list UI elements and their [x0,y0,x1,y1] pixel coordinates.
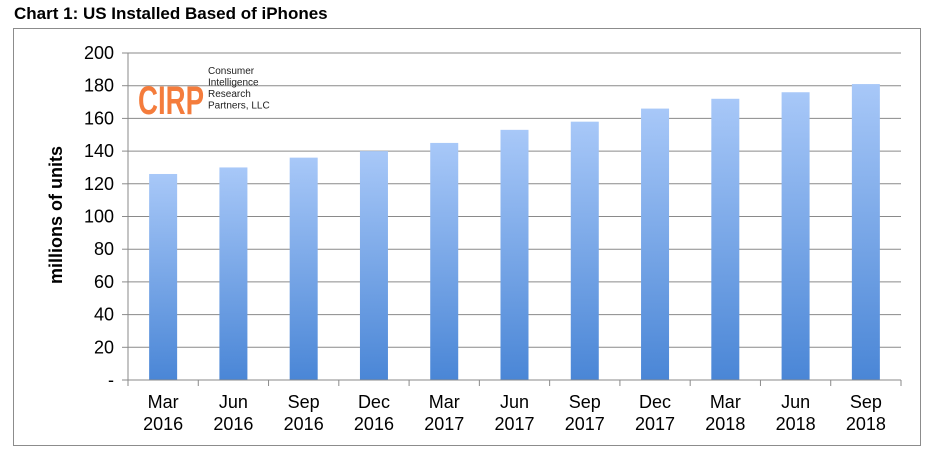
y-tick-label: 200 [84,43,114,63]
x-tick-label-year: 2017 [494,414,534,434]
bar [430,142,459,380]
y-tick-label: 120 [84,174,114,194]
x-tick-label-month: Dec [358,392,390,412]
axes [127,53,901,381]
bar [851,84,880,380]
tick-labels: -20406080100120140160180200Mar2016Jun201… [84,43,886,434]
chart-frame [13,28,921,446]
bar [289,157,318,380]
logo-text-line: Partners, LLC [208,101,270,112]
logo-text-line: Intelligence [208,78,259,89]
x-tick-label-month: Sep [850,392,882,412]
logo-mark: CIRP [138,79,204,123]
y-tick-label: 80 [94,239,114,259]
y-tick-label: 40 [94,305,114,325]
y-tick-label: 180 [84,76,114,96]
logo-text-line: Consumer [208,66,255,77]
x-tick-label-month: Mar [429,392,460,412]
x-tick-label-month: Mar [148,392,179,412]
x-tick-label-year: 2017 [424,414,464,434]
bar [781,92,810,381]
x-tick-label-year: 2016 [284,414,324,434]
x-tick-label-year: 2018 [776,414,816,434]
bar [641,108,670,380]
y-tick-label: 20 [94,337,114,357]
bar [359,151,388,380]
x-tick-label-year: 2017 [635,414,675,434]
y-tick-label: 140 [84,141,114,161]
bar [219,167,248,380]
y-tick-label: 100 [84,207,114,227]
y-tick-label: 160 [84,108,114,128]
bar [570,121,599,381]
y-tick-label: - [108,370,114,390]
bar [500,129,529,380]
bar [711,98,740,380]
x-tick-label-year: 2018 [846,414,886,434]
cirp-logo: CIRP ConsumerIntelligenceResearchPartner… [138,66,270,123]
x-tick-label-month: Sep [569,392,601,412]
x-tick-label-month: Jun [781,392,810,412]
x-tick-label-month: Jun [219,392,248,412]
bar [149,173,178,380]
x-tick-label-year: 2016 [143,414,183,434]
x-tick-label-year: 2016 [354,414,394,434]
x-tick-label-year: 2017 [565,414,605,434]
x-tick-label-month: Dec [639,392,671,412]
x-tick-label-year: 2018 [705,414,745,434]
x-tick-label-month: Jun [500,392,529,412]
y-axis-label: millions of units [46,146,66,284]
logo-text-line: Research [208,89,251,100]
x-tick-label-year: 2016 [213,414,253,434]
x-tick-label-month: Mar [710,392,741,412]
y-tick-label: 60 [94,272,114,292]
bars [149,84,880,381]
chart-title: Chart 1: US Installed Based of iPhones [14,4,328,23]
x-tick-label-month: Sep [288,392,320,412]
